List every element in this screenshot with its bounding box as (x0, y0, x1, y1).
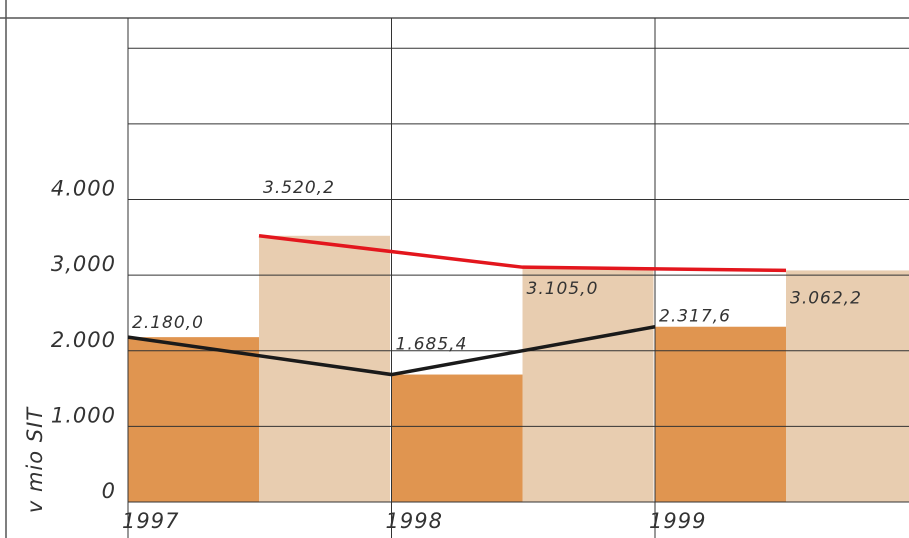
x-tick-label: 1997 (122, 509, 179, 533)
bar (259, 235, 390, 502)
y-tick-label: 0 (102, 479, 116, 503)
x-tick-label: 1999 (649, 509, 706, 533)
bar (522, 267, 654, 502)
trend-line (127, 325, 656, 377)
y-axis-label: v mio SIT (23, 406, 47, 513)
x-tick-label: 1998 (386, 509, 443, 533)
value-label: 2.180,0 (132, 313, 204, 333)
y-tick-label: 3,000 (51, 252, 116, 276)
value-label: 3.105,0 (527, 279, 599, 299)
bar (786, 270, 909, 502)
y-tick-label: 2.000 (51, 328, 116, 352)
value-label: 1.685,4 (396, 335, 468, 355)
value-label: 3.062,2 (790, 288, 862, 308)
bar (655, 326, 786, 502)
y-tick-label: 1.000 (51, 403, 116, 427)
bar (391, 374, 523, 502)
bar (128, 337, 259, 502)
value-label: 2.317,6 (659, 307, 731, 327)
trend-line (258, 234, 787, 273)
value-label: 3.520,2 (263, 178, 335, 198)
y-tick-label: 4.000 (51, 177, 116, 201)
